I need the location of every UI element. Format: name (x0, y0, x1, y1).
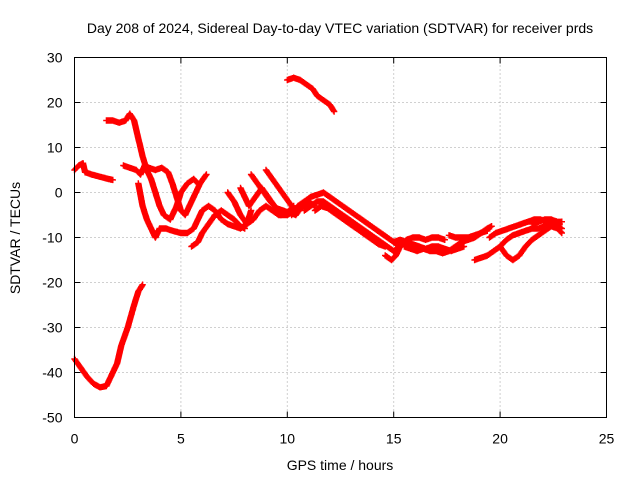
data-point-markers (103, 110, 202, 223)
series-arc-4 (120, 162, 210, 219)
data-point-markers (445, 227, 491, 241)
x-tick-label: 5 (177, 431, 185, 447)
y-tick-label: -50 (42, 410, 62, 426)
series-arc-13 (301, 198, 404, 255)
data-point-markers (284, 74, 338, 115)
series-arc-21 (496, 223, 566, 264)
series-arc-10 (262, 166, 302, 214)
x-tick-label: 25 (599, 431, 615, 447)
series-arc-11 (284, 74, 338, 115)
series-arc-6 (188, 207, 248, 250)
data-point-markers (496, 223, 566, 264)
data-point-markers (288, 189, 404, 250)
x-tick-label: 15 (386, 431, 402, 447)
y-tick-label: 30 (47, 50, 63, 66)
data-point-markers (262, 166, 302, 214)
series-arc-3 (103, 110, 202, 223)
y-tick-label: -20 (42, 275, 62, 291)
series-arc-18 (445, 227, 491, 241)
data-point-markers (311, 202, 389, 250)
x-tick-label: 20 (492, 431, 508, 447)
x-axis-label: GPS time / hours (287, 457, 394, 473)
data-point-markers (188, 207, 248, 250)
data-point-markers (528, 216, 566, 228)
y-tick-label: -10 (42, 230, 62, 246)
x-tick-label: 0 (71, 431, 79, 447)
data-point-markers (120, 162, 210, 219)
grid-layer (74, 57, 607, 418)
y-tick-label: 10 (47, 140, 63, 156)
y-tick-label: 20 (47, 95, 63, 111)
data-layer (71, 74, 566, 391)
series-arc-14 (311, 202, 389, 250)
data-point-markers (301, 198, 404, 255)
x-tick-label: 10 (280, 431, 296, 447)
y-tick-label: -30 (42, 320, 62, 336)
y-tick-label: -40 (42, 365, 62, 381)
tick-layer: 0 5 10 15 20 25 -50 -40 -30 -20 -10 0 10 20 30 (42, 50, 614, 447)
series-arc-12 (288, 189, 404, 250)
series-arc-22 (528, 216, 566, 228)
chart-title: Day 208 of 2024, Sidereal Day-to-day VTE… (87, 20, 593, 36)
y-tick-label: 0 (55, 185, 63, 201)
y-axis-label: SDTVAR / TECUs (7, 182, 23, 294)
